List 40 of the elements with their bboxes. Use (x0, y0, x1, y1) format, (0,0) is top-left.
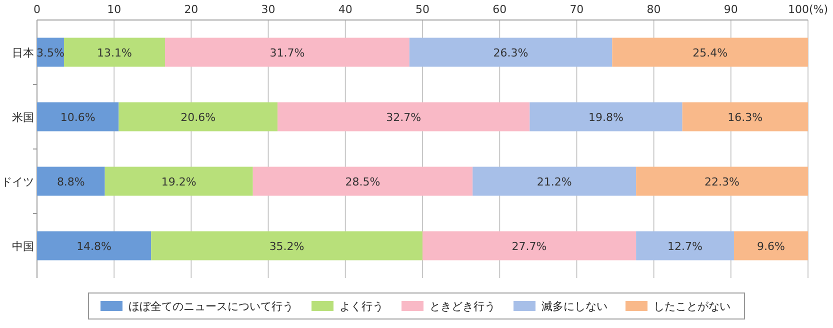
data-label: 28.5% (345, 175, 380, 188)
data-label: 25.4% (692, 46, 728, 60)
legend-label: ときどき行う (430, 300, 496, 313)
x-tick-label: 60 (492, 3, 507, 16)
data-label: 20.6% (180, 110, 216, 124)
legend-label: ほぼ全てのニュースについて行う (128, 300, 294, 313)
data-label: 12.7% (668, 240, 702, 253)
data-label: 9.6% (757, 240, 785, 253)
data-label: 19.8% (588, 110, 624, 124)
data-label: 3.5% (36, 46, 64, 60)
x-tick-label: 0 (34, 3, 40, 16)
data-label: 21.2% (536, 175, 572, 188)
data-label: 19.2% (161, 175, 196, 188)
data-label: 8.8% (56, 175, 85, 188)
x-tick-label: 80 (646, 3, 661, 16)
data-label: 27.7% (512, 240, 547, 253)
legend-label: 滅多にしない (542, 300, 608, 313)
data-label: 31.7% (270, 46, 305, 60)
x-tick-label: 50 (416, 3, 430, 16)
data-label: 32.7% (386, 110, 422, 124)
data-label: 22.3% (704, 175, 740, 188)
x-tick-label: 20 (184, 3, 198, 16)
data-label: 14.8% (76, 240, 112, 253)
legend-label: したことがない (654, 300, 730, 313)
y-tick-label: 日本 (12, 46, 34, 60)
data-label: 26.3% (493, 46, 528, 60)
x-tick-label: 30 (261, 3, 276, 16)
data-label: 13.1% (97, 46, 132, 60)
x-tick-label: 10 (107, 3, 122, 16)
legend-label: よく行う (340, 300, 384, 313)
x-tick-label: 90 (724, 3, 738, 16)
y-tick-label: 中国 (12, 240, 34, 253)
x-tick-label: 70 (570, 3, 584, 16)
data-label: 10.6% (60, 110, 96, 124)
data-label: 35.2% (269, 240, 304, 253)
data-label: 16.3% (728, 110, 763, 124)
x-tick-label: 40 (338, 3, 352, 16)
x-tick-label: 100(%) (788, 3, 828, 16)
y-tick-label: 米国 (12, 110, 34, 124)
y-tick-label: ドイツ (1, 175, 34, 188)
